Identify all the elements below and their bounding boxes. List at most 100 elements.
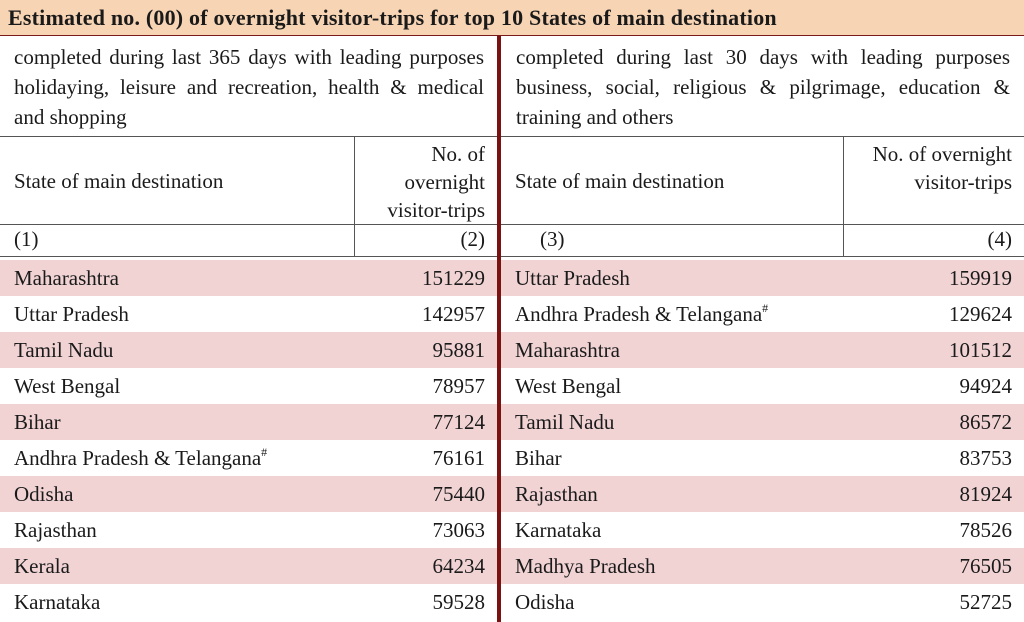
left-state-cell: Odisha — [0, 476, 354, 512]
right-state-cell-text: Karnataka — [515, 518, 602, 542]
left-value-cell-text: 78957 — [432, 374, 486, 398]
left-state-cell-text: Uttar Pradesh — [14, 302, 129, 326]
left-state-cell: West Bengal — [0, 368, 354, 404]
right-value-cell: 78526 — [843, 512, 1024, 548]
left-state-cell: Kerala — [0, 548, 354, 584]
right-column-separator — [843, 137, 844, 257]
left-value-cell-text: 142957 — [422, 302, 485, 326]
left-state-cell-text: Karnataka — [14, 590, 101, 614]
right-value-cell-text: 76505 — [959, 554, 1013, 578]
right-state-cell-text: Odisha — [515, 590, 575, 614]
right-state-cell: Andhra Pradesh & Telangana# — [501, 296, 843, 332]
table-row: Bihar 77124 Tamil Nadu 86572 — [0, 404, 1024, 440]
left-value-cell-text: 73063 — [432, 518, 486, 542]
right-value-cell: 129624 — [843, 296, 1024, 332]
panel-divider — [497, 36, 501, 622]
col-number-3: (3) — [540, 227, 565, 251]
left-value-cell: 95881 — [354, 332, 497, 368]
left-state-cell-text: Rajasthan — [14, 518, 97, 542]
left-value-cell-text: 77124 — [432, 410, 486, 434]
left-state-header: State of main destination — [14, 169, 224, 193]
table-row: Andhra Pradesh & Telangana# 76161 Bihar 837… — [0, 440, 1024, 476]
right-state-cell: Odisha — [501, 584, 843, 620]
table-row: Karnataka 59528 Odisha 52725 — [0, 584, 1024, 620]
left-state-cell-text: Tamil Nadu — [14, 338, 114, 362]
left-state-cell-text: Odisha — [14, 482, 74, 506]
rule-under-subtitles — [0, 136, 1024, 137]
col-number-2: (2) — [460, 227, 486, 251]
left-value-cell: 64234 — [354, 548, 497, 584]
right-state-cell: Uttar Pradesh — [501, 260, 843, 296]
rule-under-col-numbers — [0, 256, 1024, 257]
table-row: Rajasthan 73063 Karnataka 78526 — [0, 512, 1024, 548]
right-value-cell: 159919 — [843, 260, 1024, 296]
left-state-cell: Maharashtra — [0, 260, 354, 296]
right-value-cell: 86572 — [843, 404, 1024, 440]
right-value-cell-text: 101512 — [949, 338, 1012, 362]
left-state-cell-text: Bihar — [14, 410, 61, 434]
left-column-separator — [354, 137, 355, 257]
right-state-cell: Rajasthan — [501, 476, 843, 512]
right-value-cell-text: 83753 — [959, 446, 1013, 470]
right-value-cell: 76505 — [843, 548, 1024, 584]
right-state-cell-text: Madhya Pradesh — [515, 554, 656, 578]
right-value-cell-text: 159919 — [949, 266, 1012, 290]
left-state-cell: Karnataka — [0, 584, 354, 620]
rule-under-headers — [0, 224, 1024, 225]
right-value-cell-text: 78526 — [959, 518, 1013, 542]
right-state-cell-text: Andhra Pradesh & Telangana — [515, 302, 763, 326]
right-value-cell: 83753 — [843, 440, 1024, 476]
right-value-cell: 101512 — [843, 332, 1024, 368]
right-state-cell-text: Maharashtra — [515, 338, 620, 362]
left-value-cell: 78957 — [354, 368, 497, 404]
left-state-cell-text: Maharashtra — [14, 266, 119, 290]
left-trips-header: No. of overnight visitor-trips — [387, 142, 485, 222]
left-state-cell-text: Andhra Pradesh & Telangana — [14, 446, 262, 470]
left-state-cell: Tamil Nadu — [0, 332, 354, 368]
left-value-cell-text: 95881 — [432, 338, 486, 362]
table-row: West Bengal 78957 West Bengal 94924 — [0, 368, 1024, 404]
table-row: Odisha 75440 Rajasthan 81924 — [0, 476, 1024, 512]
left-state-cell: Bihar — [0, 404, 354, 440]
right-trips-header: No. of overnight visitor-trips — [872, 142, 1012, 194]
left-value-cell-text: 64234 — [432, 554, 486, 578]
col-number-1: (1) — [14, 227, 39, 251]
table-row: Kerala 64234 Madhya Pradesh 76505 — [0, 548, 1024, 584]
table-title: Estimated no. (00) of overnight visitor-… — [0, 0, 1024, 36]
left-value-cell: 75440 — [354, 476, 497, 512]
right-state-cell: West Bengal — [501, 368, 843, 404]
col-number-4: (4) — [987, 227, 1013, 251]
table-row: Tamil Nadu 95881 Maharashtra 101512 — [0, 332, 1024, 368]
table-row: Uttar Pradesh 142957 Andhra Pradesh & Tela… — [0, 296, 1024, 332]
right-state-cell-text: Uttar Pradesh — [515, 266, 630, 290]
right-state-cell-text: West Bengal — [515, 374, 622, 398]
left-value-cell-text: 76161 — [432, 446, 486, 470]
right-state-cell: Madhya Pradesh — [501, 548, 843, 584]
right-state-cell: Tamil Nadu — [501, 404, 843, 440]
right-state-cell-text: Rajasthan — [515, 482, 598, 506]
left-state-cell: Rajasthan — [0, 512, 354, 548]
left-value-cell: 73063 — [354, 512, 497, 548]
right-value-cell-text: 129624 — [949, 302, 1012, 326]
left-value-cell: 151229 — [354, 260, 497, 296]
footnote-marker: # — [261, 445, 268, 459]
left-state-cell-text: West Bengal — [14, 374, 121, 398]
right-state-cell: Karnataka — [501, 512, 843, 548]
left-value-cell-text: 59528 — [432, 590, 486, 614]
right-value-cell: 52725 — [843, 584, 1024, 620]
table-row: Maharashtra 151229 Uttar Pradesh 159919 — [0, 260, 1024, 296]
left-state-cell: Andhra Pradesh & Telangana# — [0, 440, 354, 476]
right-value-cell-text: 81924 — [959, 482, 1013, 506]
left-state-cell-text: Kerala — [14, 554, 70, 578]
footnote-marker: # — [762, 301, 769, 315]
right-state-cell-text: Bihar — [515, 446, 562, 470]
right-state-cell: Bihar — [501, 440, 843, 476]
right-value-cell: 81924 — [843, 476, 1024, 512]
left-state-cell: Uttar Pradesh — [0, 296, 354, 332]
right-state-cell: Maharashtra — [501, 332, 843, 368]
left-value-cell-text: 75440 — [432, 482, 486, 506]
left-value-cell-text: 151229 — [422, 266, 485, 290]
right-state-cell-text: Tamil Nadu — [515, 410, 615, 434]
left-value-cell: 76161 — [354, 440, 497, 476]
